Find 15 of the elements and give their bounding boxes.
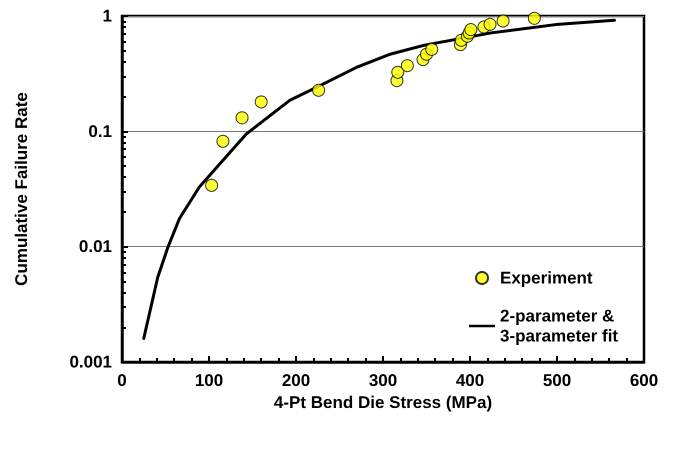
x-axis-title: 4-Pt Bend Die Stress (MPa) bbox=[274, 393, 492, 412]
y-axis-title: Cumulative Failure Rate bbox=[12, 92, 31, 286]
y-tick-label: 1 bbox=[102, 6, 112, 26]
y-tick-label: 0.01 bbox=[78, 237, 112, 256]
legend-label: Experiment bbox=[500, 268, 593, 288]
y-tick-label: 0.001 bbox=[69, 352, 112, 372]
x-tick-label: 200 bbox=[282, 371, 310, 390]
x-tick-label: 600 bbox=[630, 371, 658, 390]
legend-label: 2-parameter & 3-parameter fit bbox=[500, 306, 620, 346]
y-tick-label: 0.1 bbox=[88, 122, 112, 141]
x-tick-label: 400 bbox=[456, 371, 484, 390]
x-tick-label: 500 bbox=[542, 371, 572, 390]
x-tick-label: 300 bbox=[368, 371, 398, 390]
x-tick-label: 100 bbox=[194, 371, 224, 390]
x-tick-label: 0 bbox=[117, 371, 127, 390]
